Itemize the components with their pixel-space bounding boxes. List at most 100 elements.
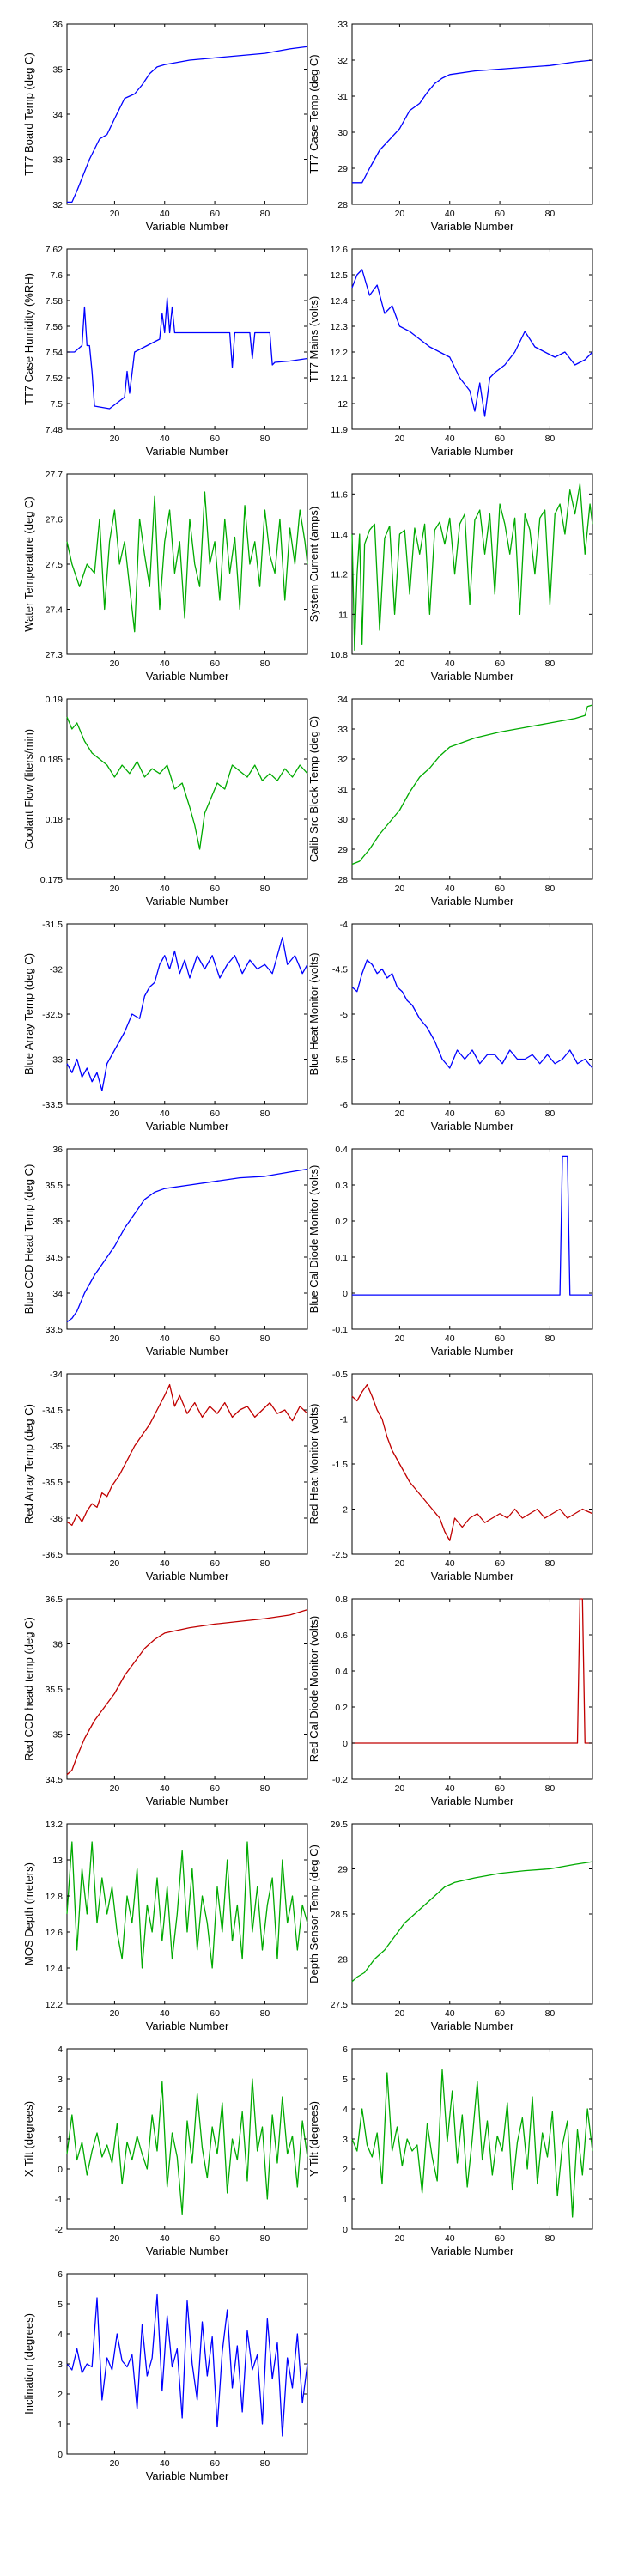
y-tick-label: -0.2	[332, 1775, 348, 1785]
series-line	[351, 959, 593, 1069]
y-tick-label: 12	[337, 399, 348, 410]
series-line	[352, 1155, 592, 1296]
chart-coolant-flow: 20 40 60 80 0.175 0.18 0.185 0.19 Variable Numbe…	[22, 695, 308, 908]
x-tick-label: 40	[160, 1109, 170, 1119]
y-axis-label: MOS Depth (meters)	[22, 1862, 35, 1965]
y-tick-label: 11.2	[331, 570, 348, 580]
x-tick-label: 20	[395, 209, 405, 219]
y-tick-label: 0.19	[46, 695, 64, 705]
y-tick-label: 6	[58, 2269, 63, 2280]
x-tick-label: 20	[395, 2233, 405, 2244]
y-tick-label: 27.6	[46, 515, 64, 526]
y-tick-label: 0	[58, 2165, 63, 2175]
y-tick-label: 4	[343, 2105, 348, 2115]
y-tick-label: 0.3	[335, 1181, 348, 1191]
chart-red-heat-monitor: 20 40 60 80 -2.5 -2 -1.5 -1 -0.5 Variable Number R…	[307, 1370, 593, 1583]
plot-frame	[66, 923, 308, 1105]
series-line	[66, 1383, 308, 1527]
x-tick-label: 60	[495, 1783, 505, 1794]
y-axis-label: Red Array Temp (deg C)	[22, 1404, 35, 1524]
y-tick-label: 32	[52, 200, 63, 210]
y-tick-label: 7.6	[50, 270, 63, 281]
y-axis-label: Blue Cal Diode Monitor (volts)	[307, 1165, 320, 1314]
chart-water-temperature: 20 40 60 80 27.3 27.4 27.5 27.6 27.7 Variable Num…	[22, 470, 308, 683]
y-axis-label: Blue CCD Head Temp (deg C)	[22, 1164, 35, 1315]
y-tick-label: 0.18	[46, 815, 64, 825]
x-tick-label: 40	[445, 2233, 455, 2244]
y-tick-label: 12.1	[331, 374, 349, 384]
y-tick-label: 12.4	[46, 1964, 64, 1974]
y-tick-label: 0.4	[335, 1145, 348, 1155]
x-axis-label: Variable Number	[146, 670, 229, 683]
y-tick-label: 7.5	[50, 399, 63, 410]
x-axis-label: Variable Number	[431, 1120, 514, 1133]
y-tick-label: -5.5	[332, 1055, 348, 1066]
chart-x-tilt: 20 40 60 80 -2 -1 0 1 2 3 4 Variable Number X Tilt (…	[22, 2044, 308, 2257]
y-tick-label: 28	[337, 875, 348, 885]
plot-frame	[351, 1598, 593, 1780]
plot-frame	[351, 1823, 593, 2005]
series-line	[66, 1841, 308, 1969]
y-tick-label: 3	[343, 2135, 348, 2145]
y-tick-label: 28.5	[331, 1910, 349, 1920]
x-tick-label: 40	[445, 1109, 455, 1119]
plot-frame	[351, 1373, 593, 1555]
y-tick-label: 12.6	[46, 1928, 64, 1938]
y-tick-label: 11.4	[331, 530, 348, 540]
y-tick-label: 0	[343, 1739, 348, 1749]
x-tick-label: 60	[495, 2233, 505, 2244]
plot-frame	[66, 1148, 308, 1330]
y-tick-label: 32	[337, 755, 348, 765]
y-axis-label: Coolant Flow (liters/min)	[22, 729, 35, 849]
y-tick-label: 35.5	[46, 1181, 64, 1191]
y-tick-label: 12.8	[46, 1892, 64, 1902]
y-tick-label: -1.5	[332, 1460, 348, 1470]
y-tick-label: -6	[340, 1100, 348, 1110]
x-tick-label: 80	[260, 2233, 270, 2244]
y-tick-label: 28	[337, 1955, 348, 1965]
chart-system-current: 20 40 60 80 10.8 11 11.2 11.4 11.6 Variable Numbe…	[307, 473, 593, 683]
chart-blue-cal-diode-monitor: 20 40 60 80 -0.1 0 0.1 0.2 0.3 0.4 Variable Number…	[307, 1145, 593, 1358]
x-axis-label: Variable Number	[146, 2020, 229, 2032]
x-tick-label: 60	[495, 1558, 505, 1569]
y-tick-label: 7.54	[46, 348, 64, 358]
y-tick-label: 35.5	[46, 1685, 64, 1695]
y-tick-label: 34.5	[46, 1253, 64, 1263]
y-tick-label: 30	[337, 128, 348, 138]
x-tick-label: 20	[110, 2008, 120, 2019]
x-tick-label: 40	[445, 1558, 455, 1569]
y-tick-label: 34	[337, 695, 348, 705]
x-tick-label: 80	[545, 884, 556, 894]
plot-frame	[66, 698, 308, 880]
x-tick-label: 80	[545, 434, 556, 444]
y-tick-label: 36	[52, 1145, 63, 1155]
x-axis-label: Variable Number	[146, 2470, 229, 2482]
x-tick-label: 60	[210, 2233, 220, 2244]
series-line	[351, 2069, 593, 2218]
x-tick-label: 20	[110, 659, 120, 669]
y-tick-label: -2	[55, 2225, 63, 2235]
x-tick-label: 40	[160, 434, 170, 444]
chart-blue-array-temp: 20 40 60 80 -33.5 -33 -32.5 -32 -31.5 Variable Nu…	[22, 920, 308, 1133]
y-tick-label: 12.2	[46, 2000, 64, 2010]
x-tick-label: 20	[395, 884, 405, 894]
y-tick-label: -2	[340, 1505, 348, 1516]
x-tick-label: 40	[160, 1334, 170, 1344]
x-axis-label: Variable Number	[146, 1570, 229, 1583]
y-tick-label: 29	[337, 845, 348, 855]
y-tick-label: -36.5	[42, 1550, 63, 1560]
y-tick-label: -2.5	[332, 1550, 348, 1560]
y-tick-label: -34	[50, 1370, 63, 1380]
x-tick-label: 40	[160, 2008, 170, 2019]
y-tick-label: 7.52	[46, 374, 64, 384]
x-tick-label: 60	[210, 209, 220, 219]
y-axis-label: Red Cal Diode Monitor (volts)	[307, 1616, 320, 1763]
y-tick-label: 35	[52, 1730, 63, 1741]
y-tick-label: 0	[343, 1289, 348, 1299]
y-tick-label: 0	[58, 2450, 63, 2460]
x-tick-label: 20	[395, 659, 405, 669]
y-tick-label: -5	[340, 1010, 348, 1020]
x-tick-label: 40	[160, 2458, 170, 2469]
y-axis-label: Depth Sensor Temp (deg C)	[307, 1844, 320, 1984]
